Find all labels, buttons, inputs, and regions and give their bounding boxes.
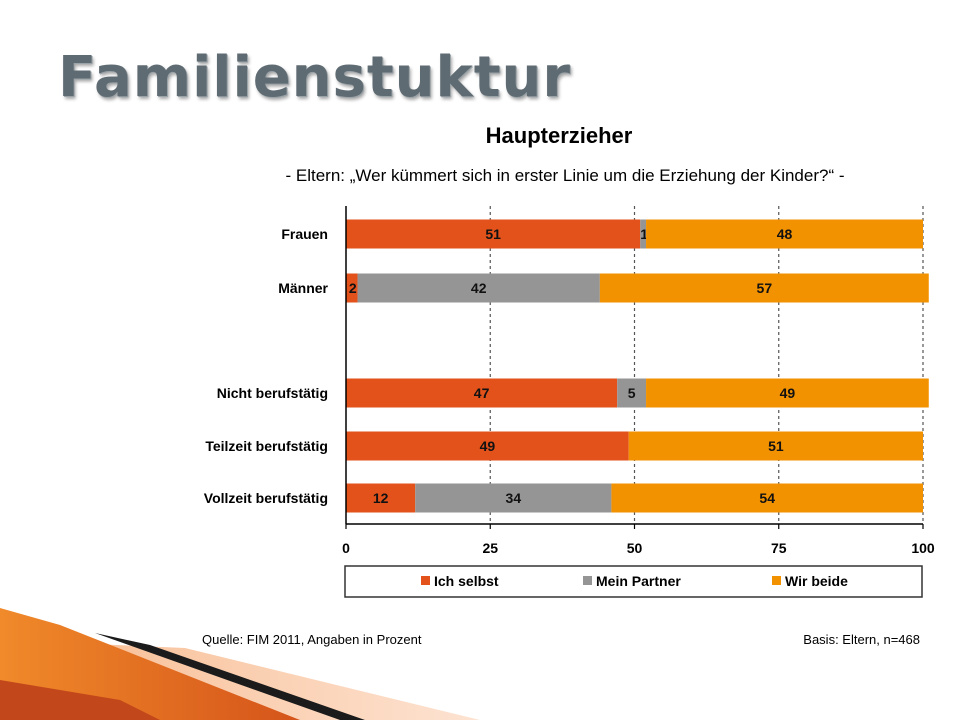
bar-segment xyxy=(346,273,358,303)
slide-title: Familienstuktur xyxy=(58,45,572,110)
data-label: 42 xyxy=(471,280,487,296)
data-label: 49 xyxy=(780,385,796,401)
x-tick-label: 75 xyxy=(771,540,787,556)
legend-swatch xyxy=(421,576,430,585)
category-label: Vollzeit berufstätig xyxy=(204,490,328,506)
data-label: 48 xyxy=(777,226,793,242)
corner-stripe-dark xyxy=(95,633,365,720)
source-note: Quelle: FIM 2011, Angaben in Prozent xyxy=(202,632,422,647)
bar-segment xyxy=(646,378,929,408)
legend-box xyxy=(344,565,923,598)
legend-label: Mein Partner xyxy=(596,573,681,589)
bar-segment xyxy=(415,483,612,513)
legend-swatch xyxy=(583,576,592,585)
data-label: 5 xyxy=(628,385,636,401)
data-label: 2 xyxy=(349,280,357,296)
data-label: 47 xyxy=(474,385,490,401)
data-label: 49 xyxy=(480,438,496,454)
category-label: Teilzeit berufstätig xyxy=(205,438,328,454)
chart-subtitle: - Eltern: „Wer kümmert sich in erster Li… xyxy=(286,166,845,185)
category-label: Männer xyxy=(278,280,328,296)
bar-segment xyxy=(346,378,618,408)
data-label: 51 xyxy=(768,438,784,454)
x-tick-label: 25 xyxy=(482,540,498,556)
bar-segment xyxy=(357,273,600,303)
bar-segment xyxy=(611,483,923,513)
bar-segment xyxy=(640,219,647,249)
bar-segment xyxy=(346,431,629,461)
chart-title: Haupterzieher xyxy=(486,123,633,148)
data-label: 54 xyxy=(759,490,775,506)
bar-segment xyxy=(599,273,929,303)
x-tick-label: 50 xyxy=(627,540,643,556)
bar-segment xyxy=(346,483,416,513)
legend-label: Wir beide xyxy=(785,573,848,589)
category-label: Nicht berufstätig xyxy=(217,385,328,401)
data-label: 57 xyxy=(757,280,773,296)
x-tick-label: 0 xyxy=(342,540,350,556)
category-label: Frauen xyxy=(281,226,328,242)
legend-swatch xyxy=(772,576,781,585)
bar-segment xyxy=(346,219,641,249)
x-tick-label: 100 xyxy=(911,540,935,556)
data-label: 51 xyxy=(485,226,501,242)
bar-segment xyxy=(617,378,647,408)
bar-segment xyxy=(628,431,923,461)
corner-stripe-red xyxy=(0,680,160,720)
legend-label: Ich selbst xyxy=(434,573,499,589)
basis-note: Basis: Eltern, n=468 xyxy=(803,632,920,647)
data-label: 34 xyxy=(506,490,522,506)
data-label: 1 xyxy=(640,226,648,242)
data-label: 12 xyxy=(373,490,389,506)
bar-segment xyxy=(646,219,923,249)
corner-stripe-orange xyxy=(0,608,300,720)
